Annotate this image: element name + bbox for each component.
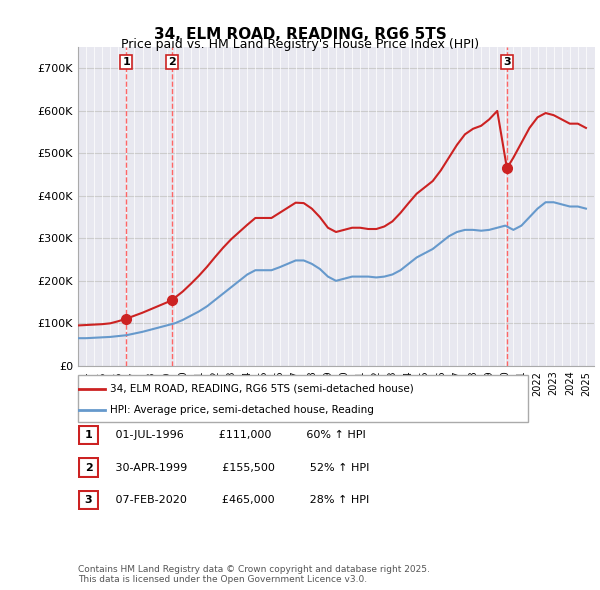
Text: 2: 2 (168, 57, 176, 67)
Text: 07-FEB-2020          £465,000          28% ↑ HPI: 07-FEB-2020 £465,000 28% ↑ HPI (105, 496, 369, 505)
Line: HPI: Average price, semi-detached house, Reading: HPI: Average price, semi-detached house,… (78, 202, 586, 338)
Text: 1: 1 (85, 430, 92, 440)
34, ELM ROAD, READING, RG6 5TS (semi-detached house) (518, 139, 525, 146)
Text: Price paid vs. HM Land Registry's House Price Index (HPI): Price paid vs. HM Land Registry's House … (121, 38, 479, 51)
FancyBboxPatch shape (79, 458, 98, 477)
34, ELM ROAD, READING, RG6 5TS (semi-detached house) (220, 244, 227, 251)
HPI: Average price, semi-detached house, Reading: (2.01e+03, 2.1e+05): Average price, semi-detached house, Read… (325, 273, 332, 280)
Text: 3: 3 (503, 57, 511, 67)
HPI: Average price, semi-detached house, Reading: (2.01e+03, 2.25e+05): Average price, semi-detached house, Read… (397, 267, 404, 274)
HPI: Average price, semi-detached house, Reading: (2.02e+03, 3.85e+05): Average price, semi-detached house, Read… (542, 199, 549, 206)
Text: 1: 1 (122, 57, 130, 67)
34, ELM ROAD, READING, RG6 5TS (semi-detached house) (187, 280, 194, 287)
HPI: Average price, semi-detached house, Reading: (2e+03, 8e+04): Average price, semi-detached house, Read… (139, 328, 146, 335)
FancyBboxPatch shape (79, 426, 98, 444)
34, ELM ROAD, READING, RG6 5TS (semi-detached house) (284, 204, 291, 211)
HPI: Average price, semi-detached house, Reading: (2.01e+03, 2.4e+05): Average price, semi-detached house, Read… (284, 260, 291, 267)
34, ELM ROAD, READING, RG6 5TS (semi-detached house) (583, 124, 590, 132)
HPI: Average price, semi-detached house, Reading: (1.99e+03, 6.5e+04): Average price, semi-detached house, Read… (74, 335, 82, 342)
Text: 2: 2 (85, 463, 92, 473)
Text: 01-JUL-1996          £111,000          60% ↑ HPI: 01-JUL-1996 £111,000 60% ↑ HPI (105, 430, 366, 441)
HPI: Average price, semi-detached house, Reading: (2.01e+03, 2.4e+05): Average price, semi-detached house, Read… (405, 260, 412, 267)
Text: 30-APR-1999          £155,500          52% ↑ HPI: 30-APR-1999 £155,500 52% ↑ HPI (105, 463, 370, 473)
Line: 34, ELM ROAD, READING, RG6 5TS (semi-detached house): 34, ELM ROAD, READING, RG6 5TS (semi-det… (78, 111, 586, 326)
FancyBboxPatch shape (79, 491, 98, 509)
34, ELM ROAD, READING, RG6 5TS (semi-detached house) (332, 228, 340, 235)
Text: HPI: Average price, semi-detached house, Reading: HPI: Average price, semi-detached house,… (110, 405, 373, 415)
FancyBboxPatch shape (78, 375, 528, 422)
34, ELM ROAD, READING, RG6 5TS (semi-detached house) (566, 120, 574, 127)
HPI: Average price, semi-detached house, Reading: (2.01e+03, 2.1e+05): Average price, semi-detached house, Read… (356, 273, 364, 280)
Text: 34, ELM ROAD, READING, RG6 5TS (semi-detached house): 34, ELM ROAD, READING, RG6 5TS (semi-det… (110, 384, 413, 394)
Text: 3: 3 (85, 495, 92, 505)
Text: 34, ELM ROAD, READING, RG6 5TS: 34, ELM ROAD, READING, RG6 5TS (154, 27, 446, 41)
34, ELM ROAD, READING, RG6 5TS (semi-detached house) (494, 107, 501, 114)
34, ELM ROAD, READING, RG6 5TS (semi-detached house) (74, 322, 82, 329)
HPI: Average price, semi-detached house, Reading: (2.02e+03, 3.7e+05): Average price, semi-detached house, Read… (583, 205, 590, 212)
Text: Contains HM Land Registry data © Crown copyright and database right 2025.
This d: Contains HM Land Registry data © Crown c… (78, 565, 430, 584)
